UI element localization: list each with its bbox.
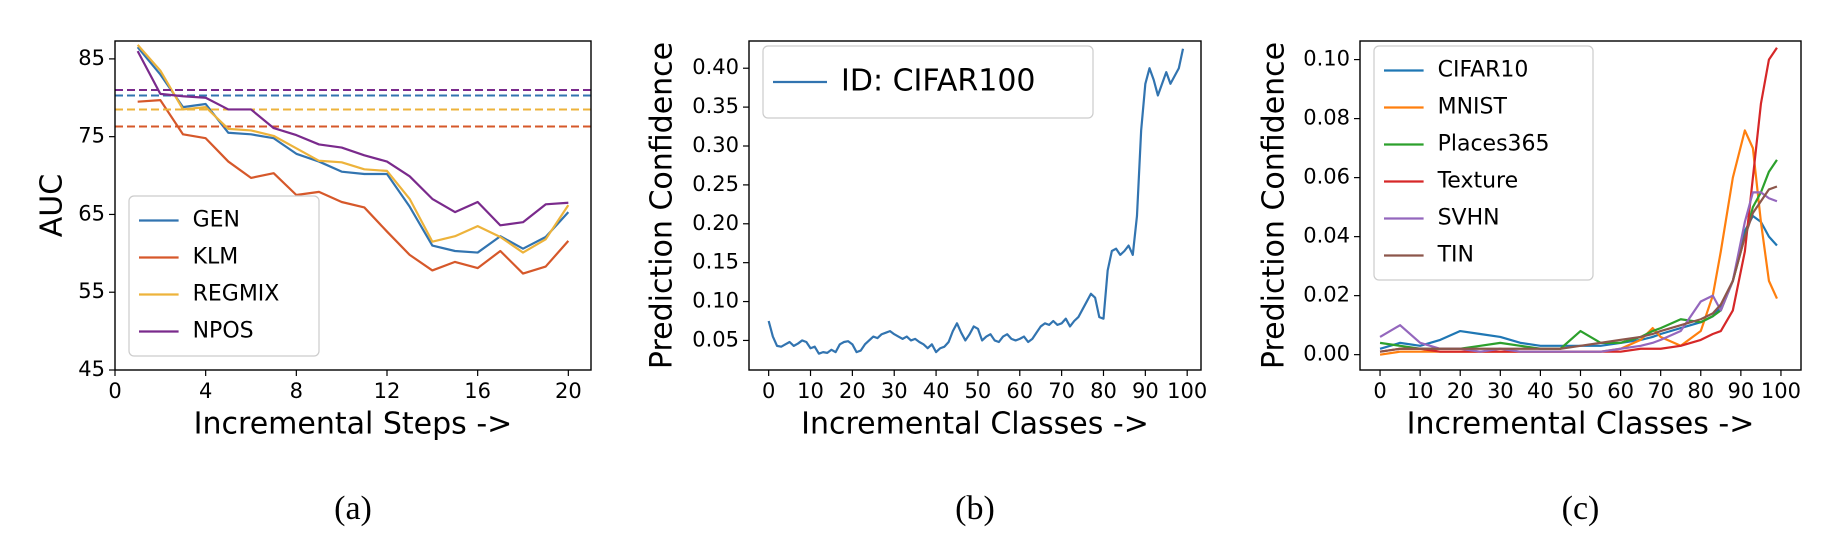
x-tick-label: 30 xyxy=(881,379,908,403)
x-tick-label: 16 xyxy=(464,379,491,403)
legend-label: Texture xyxy=(1437,169,1519,194)
legend-label: NPOS xyxy=(193,319,254,344)
x-tick-label: 50 xyxy=(1567,379,1594,403)
x-tick-label: 4 xyxy=(199,379,212,403)
plot-frame xyxy=(114,40,592,371)
x-tick-label: 20 xyxy=(555,379,582,403)
x-axis-label: Incremental Steps -> xyxy=(194,407,513,442)
x-tick-label: 12 xyxy=(374,379,401,403)
x-tick-label: 8 xyxy=(290,379,303,403)
series-line xyxy=(1379,214,1778,350)
y-tick-label: 0.04 xyxy=(1303,224,1350,248)
series-line xyxy=(136,50,569,227)
x-tick-label: 20 xyxy=(839,379,866,403)
x-tick-label: 0 xyxy=(108,379,121,403)
y-tick-label: 75 xyxy=(78,124,105,148)
y-tick-label: 0.02 xyxy=(1303,283,1350,307)
x-tick-label: 90 xyxy=(1727,379,1754,403)
legend-box xyxy=(128,195,320,357)
legend-box xyxy=(1373,45,1594,281)
x-tick-label: 40 xyxy=(923,379,950,403)
x-tick-label: 40 xyxy=(1527,379,1554,403)
legend-label: Places365 xyxy=(1438,132,1550,157)
x-tick-label: 70 xyxy=(1647,379,1674,403)
y-tick-label: 0.30 xyxy=(692,133,739,157)
y-tick-label: 55 xyxy=(78,279,105,303)
x-tick-label: 100 xyxy=(1167,379,1207,403)
y-tick-label: 45 xyxy=(78,357,105,381)
y-tick-label: 65 xyxy=(78,201,105,225)
legend-label: TIN xyxy=(1437,243,1474,268)
series-line xyxy=(1379,185,1778,353)
legend-label: MNIST xyxy=(1438,95,1508,120)
legend-label: SVHN xyxy=(1438,206,1500,231)
series-line xyxy=(767,48,1185,355)
x-tick-label: 70 xyxy=(1048,379,1075,403)
caption: (c) xyxy=(1562,490,1600,527)
caption: (b) xyxy=(955,490,995,527)
y-tick-label: 0.40 xyxy=(692,55,739,79)
series-line xyxy=(136,44,570,254)
x-tick-label: 80 xyxy=(1687,379,1714,403)
legend-label: REGMIX xyxy=(193,282,280,307)
x-axis-label: Incremental Classes -> xyxy=(801,407,1149,442)
y-tick-label: 0.05 xyxy=(692,327,739,351)
x-tick-label: 30 xyxy=(1487,379,1514,403)
series-line xyxy=(137,99,570,275)
x-tick-label: 0 xyxy=(762,379,775,403)
legend-label: ID: CIFAR100 xyxy=(841,64,1036,99)
y-tick-label: 0.15 xyxy=(692,250,739,274)
x-tick-label: 80 xyxy=(1090,379,1117,403)
y-tick-label: 0.35 xyxy=(692,94,739,118)
y-tick-label: 85 xyxy=(78,46,105,70)
y-axis-label: Prediction Confidence xyxy=(1257,42,1292,369)
y-tick-label: 0.06 xyxy=(1303,165,1350,189)
series-line xyxy=(1379,47,1778,353)
caption: (a) xyxy=(334,490,372,527)
legend-label: KLM xyxy=(193,245,239,270)
plot-frame xyxy=(748,40,1202,371)
y-tick-label: 0.00 xyxy=(1303,342,1350,366)
x-tick-label: 60 xyxy=(1006,379,1033,403)
y-tick-label: 0.10 xyxy=(692,289,739,313)
y-axis-label: Prediction Confidence xyxy=(645,42,680,369)
y-tick-label: 0.10 xyxy=(1303,47,1350,71)
x-axis-label: Incremental Classes -> xyxy=(1407,407,1755,442)
legend-label: GEN xyxy=(193,208,240,233)
y-tick-label: 0.08 xyxy=(1303,106,1350,130)
x-tick-label: 0 xyxy=(1373,379,1386,403)
x-tick-label: 60 xyxy=(1607,379,1634,403)
x-tick-label: 90 xyxy=(1132,379,1159,403)
legend-label: CIFAR10 xyxy=(1438,58,1529,83)
x-tick-label: 100 xyxy=(1761,379,1801,403)
x-tick-label: 10 xyxy=(1407,379,1434,403)
x-tick-label: 50 xyxy=(965,379,992,403)
y-tick-label: 0.20 xyxy=(692,211,739,235)
y-axis-label: AUC xyxy=(35,174,70,237)
y-tick-label: 0.25 xyxy=(692,172,739,196)
series-line xyxy=(136,46,570,254)
x-tick-label: 10 xyxy=(797,379,824,403)
legend-box xyxy=(762,45,1094,119)
plot-frame xyxy=(1359,40,1802,371)
x-tick-label: 20 xyxy=(1447,379,1474,403)
